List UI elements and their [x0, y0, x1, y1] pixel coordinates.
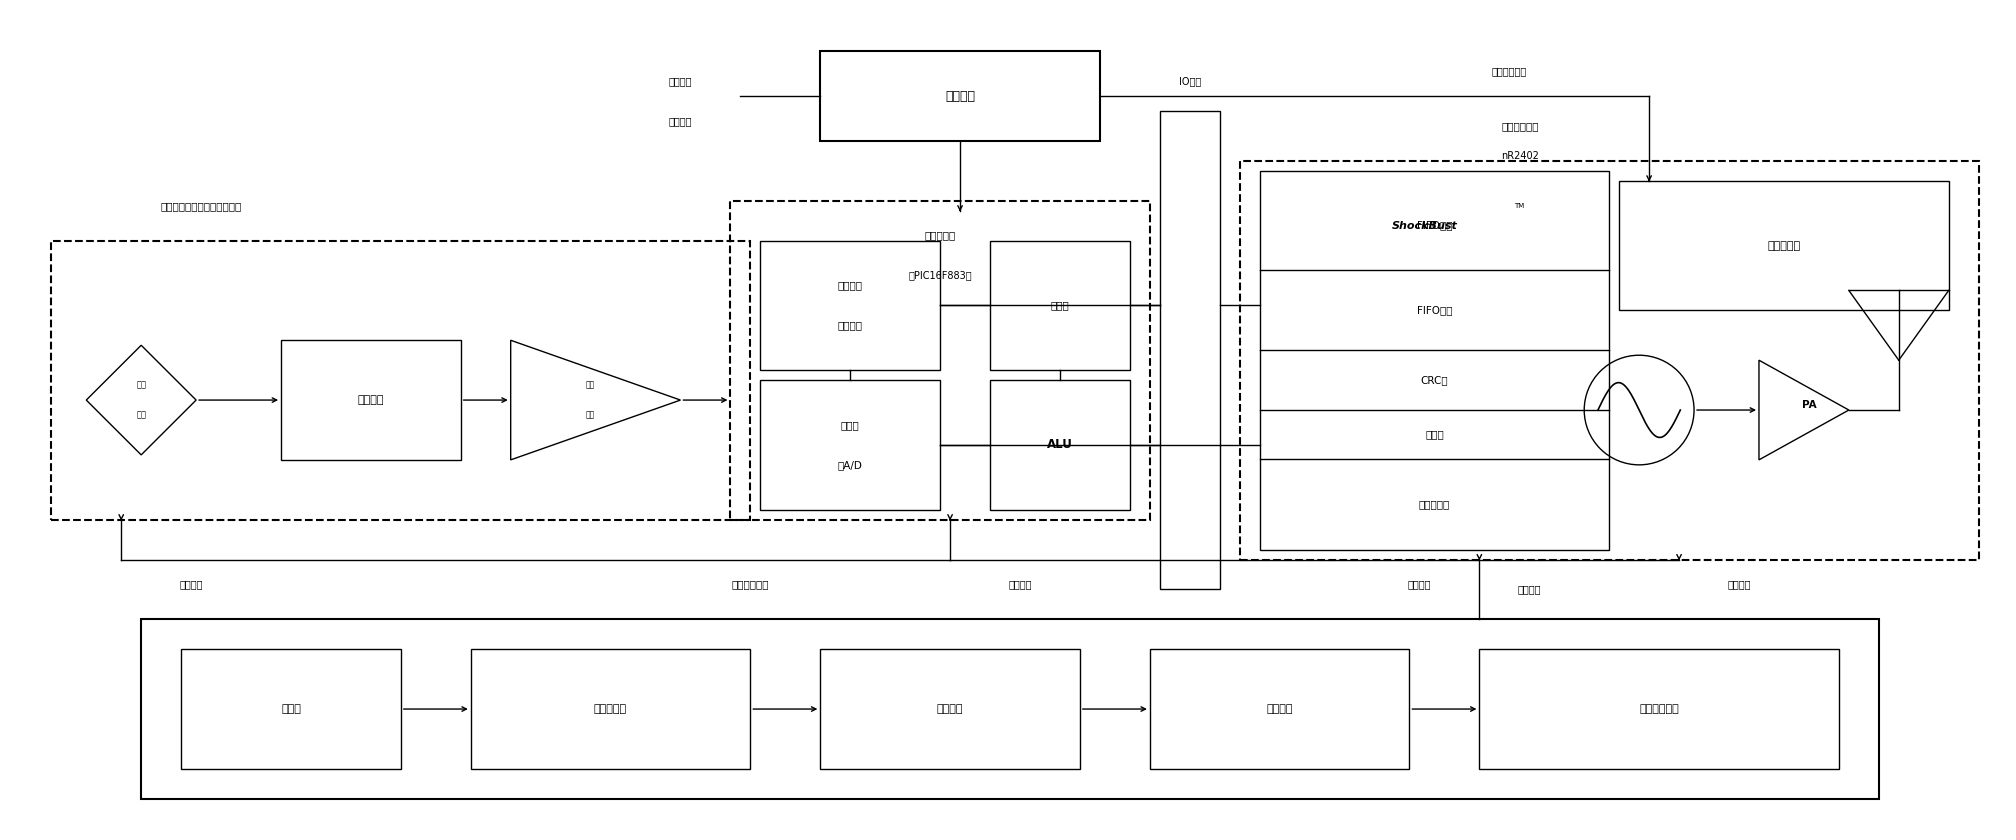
Bar [181, 649, 401, 769]
Text: 电桥: 电桥 [137, 411, 147, 419]
Bar [990, 240, 1129, 370]
Bar [1240, 160, 1978, 559]
Text: ShockBust: ShockBust [1391, 221, 1458, 231]
Bar [821, 51, 1101, 141]
Text: 时钟信号: 时钟信号 [669, 116, 691, 126]
Bar [472, 649, 750, 769]
Bar [1260, 171, 1609, 549]
Bar [821, 649, 1081, 769]
Text: 频率合成器: 频率合成器 [1768, 240, 1800, 250]
Text: 压电换能器: 压电换能器 [595, 704, 627, 714]
Bar [141, 619, 1879, 799]
Text: 能量供给: 能量供给 [1008, 580, 1032, 590]
Text: 滤波: 滤波 [587, 381, 595, 390]
Text: 能量供给: 能量供给 [179, 580, 204, 590]
Text: （PIC16F883）: （PIC16F883） [909, 270, 972, 281]
Text: FIFO输入: FIFO输入 [1417, 306, 1452, 315]
Bar [760, 381, 939, 510]
Text: 储能元件: 储能元件 [1266, 704, 1292, 714]
Text: ALU: ALU [1046, 438, 1073, 451]
Text: IO总线: IO总线 [1179, 76, 1202, 87]
Bar [730, 201, 1149, 520]
Text: 接口电路: 接口电路 [937, 704, 964, 714]
Text: 能量供给: 能量供给 [1407, 580, 1431, 590]
Text: PA: PA [1802, 400, 1816, 410]
Text: 输出: 输出 [587, 411, 595, 419]
Text: 可编程接口: 可编程接口 [1419, 499, 1450, 509]
Text: 能量供给: 能量供给 [1518, 585, 1540, 595]
Text: 通讯时钟信号: 通讯时钟信号 [1492, 66, 1526, 76]
Text: FIFO输入: FIFO输入 [1417, 221, 1452, 231]
Bar [50, 240, 750, 520]
Bar [280, 340, 462, 459]
Text: 能量供给: 能量供给 [1728, 580, 1750, 590]
Text: 能量回收单元: 能量回收单元 [732, 580, 770, 590]
Text: 电阻应变传感器信号调理单元: 电阻应变传感器信号调理单元 [161, 201, 242, 211]
Text: 无线收发芯片: 无线收发芯片 [1502, 121, 1540, 131]
Text: 程序、数: 程序、数 [839, 281, 863, 291]
Text: 片内集: 片内集 [841, 420, 859, 430]
Bar [760, 240, 939, 370]
Text: 寄存器: 寄存器 [1050, 301, 1068, 311]
Text: 滤波器: 滤波器 [1425, 429, 1443, 439]
Text: 成A/D: 成A/D [839, 459, 863, 470]
Text: 两种系统: 两种系统 [669, 76, 691, 87]
Text: 系统时钟: 系统时钟 [946, 90, 976, 102]
Text: 振动能: 振动能 [280, 704, 300, 714]
Bar [990, 381, 1129, 510]
Text: 电压放大: 电压放大 [357, 395, 385, 405]
Bar [1159, 111, 1220, 590]
Text: nR2402: nR2402 [1502, 151, 1540, 161]
Text: CRC核: CRC核 [1421, 375, 1447, 385]
Bar [1619, 181, 1949, 310]
Text: 处理器核心: 处理器核心 [925, 231, 956, 240]
Text: 压压: 压压 [137, 381, 147, 390]
Text: 据存储器: 据存储器 [839, 320, 863, 330]
Text: 电源管理单元: 电源管理单元 [1639, 704, 1679, 714]
Bar [1149, 649, 1409, 769]
Text: TM: TM [1514, 202, 1524, 208]
Bar [1480, 649, 1839, 769]
